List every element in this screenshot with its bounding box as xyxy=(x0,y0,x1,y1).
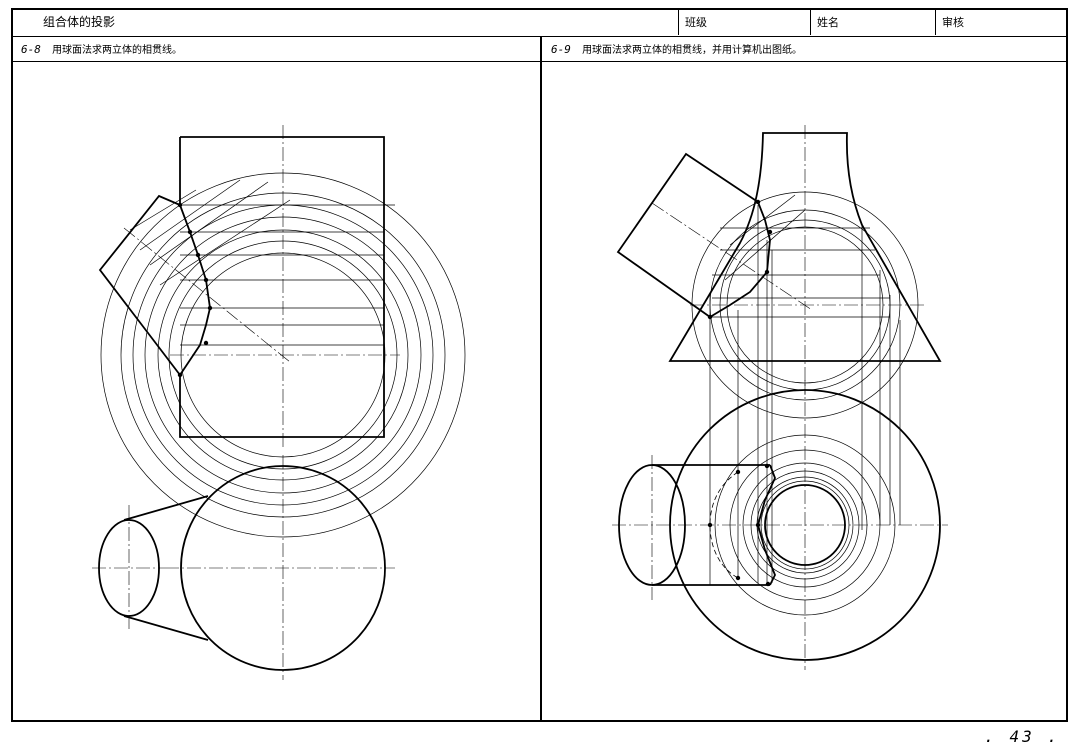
drawing-6-9 xyxy=(612,125,948,670)
name-field[interactable]: 姓名 xyxy=(810,10,935,35)
class-field[interactable]: 班级 xyxy=(678,10,810,35)
front-view-6-9 xyxy=(616,125,942,585)
problem-text: 用球面法求两立体的相贯线，并用计算机出图纸。 xyxy=(582,45,803,56)
name-label: 姓名 xyxy=(817,16,839,29)
problem-6-9-heading: 6-9 用球面法求两立体的相贯线，并用计算机出图纸。 xyxy=(551,37,802,62)
panel-divider xyxy=(540,37,542,722)
problem-number: 6-9 xyxy=(551,43,571,56)
drawing-6-8 xyxy=(92,125,466,680)
top-view-6-8 xyxy=(92,455,395,680)
review-field[interactable]: 审核 xyxy=(935,10,1068,35)
sheet-title: 组合体的投影 xyxy=(43,15,116,29)
problem-text: 用球面法求两立体的相贯线。 xyxy=(52,45,183,56)
front-view-6-8 xyxy=(98,125,466,538)
class-label: 班级 xyxy=(685,16,707,29)
page-number: . 43 . xyxy=(984,727,1060,746)
title-block: 组合体的投影 班级 姓名 审核 xyxy=(13,10,1066,37)
problem-6-8-heading: 6-8 用球面法求两立体的相贯线。 xyxy=(21,37,182,62)
review-label: 审核 xyxy=(942,16,964,29)
drawing-sheet: 组合体的投影 班级 姓名 审核 6-8 用球面法求两立体的相贯线。 6-9 用球… xyxy=(11,8,1068,722)
problem-header-row: 6-8 用球面法求两立体的相贯线。 6-9 用球面法求两立体的相贯线，并用计算机… xyxy=(13,37,1066,62)
problem-number: 6-8 xyxy=(21,43,41,56)
top-view-6-9 xyxy=(612,380,948,670)
